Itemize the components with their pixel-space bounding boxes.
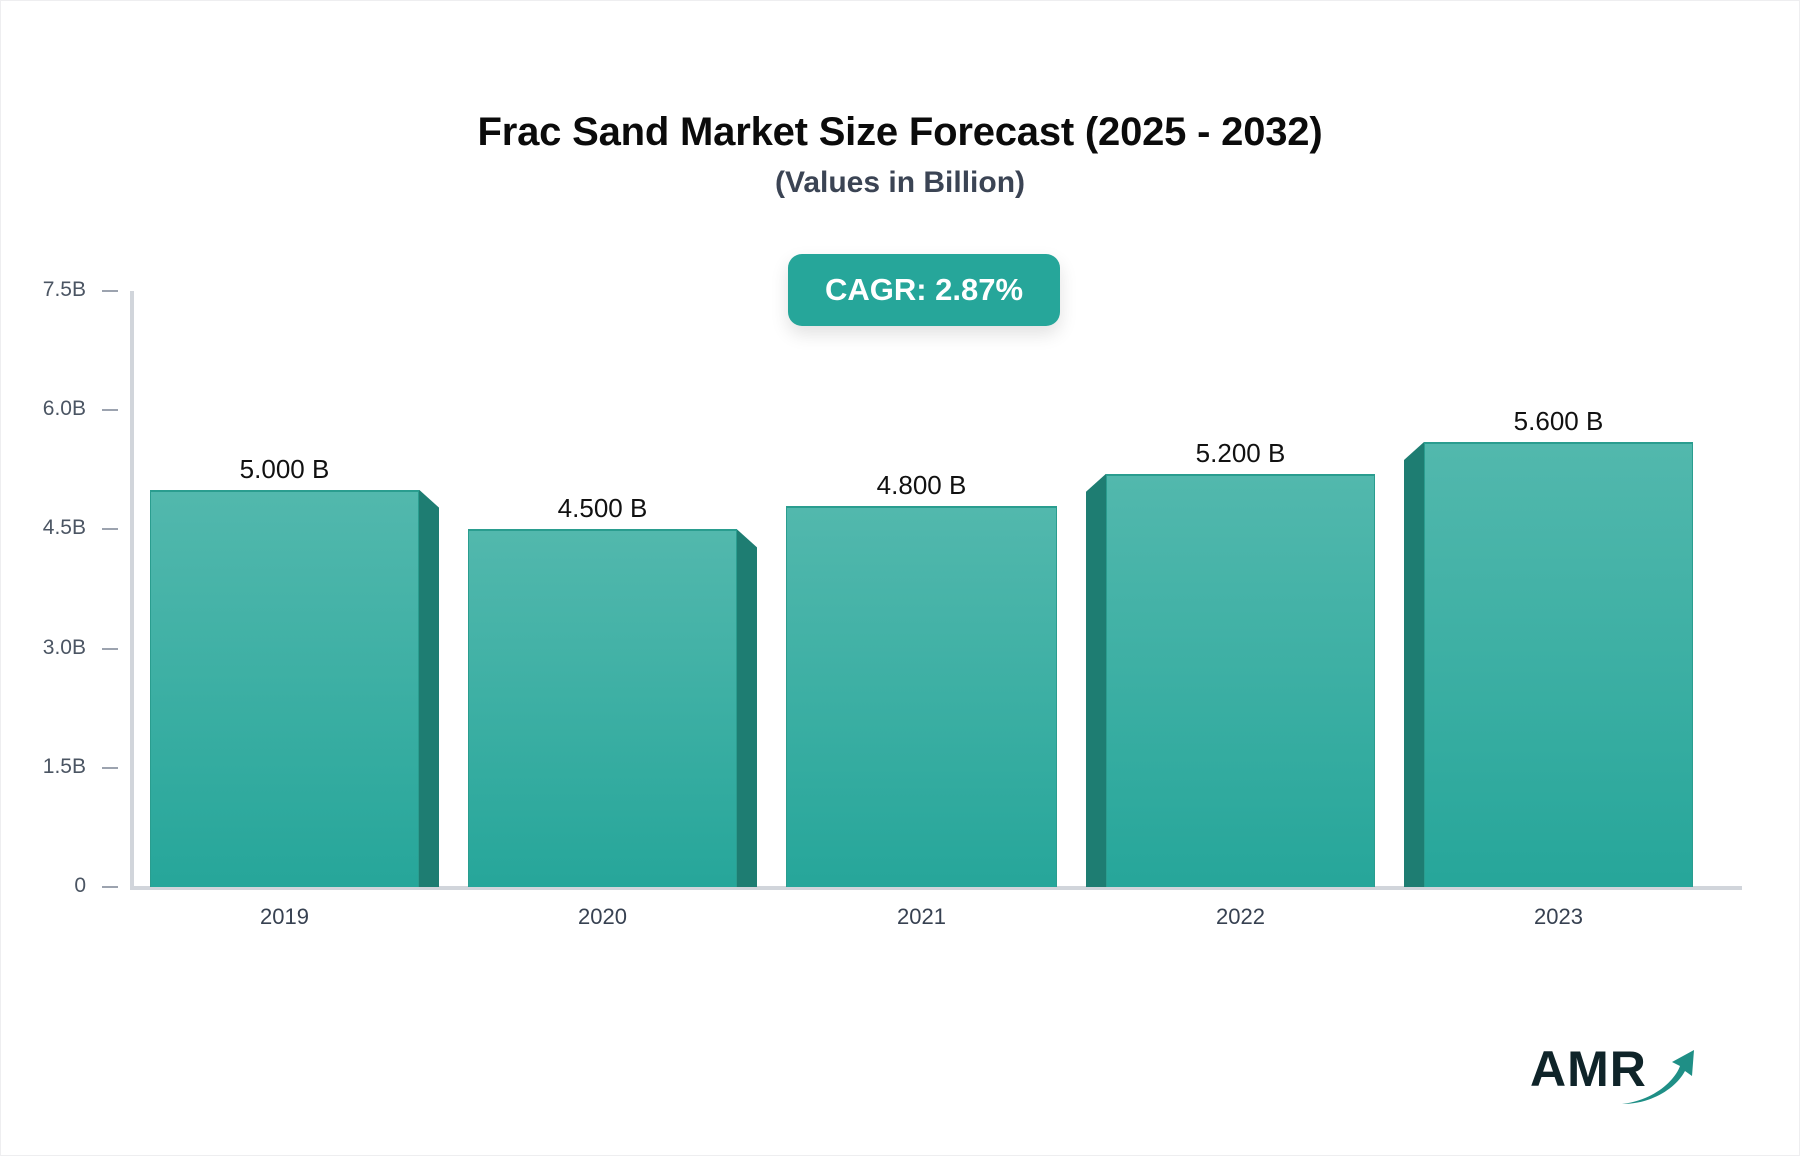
bar-face xyxy=(786,505,1057,887)
y-tick-label: 3.0B xyxy=(42,635,86,659)
logo-text: AMR xyxy=(1530,1041,1647,1097)
bar-value-label: 5.600 B xyxy=(1513,405,1604,436)
bar-value-label: 4.500 B xyxy=(557,493,648,524)
bar-side xyxy=(419,489,439,887)
bar-value-label: 5.000 B xyxy=(239,453,330,484)
x-tick-label: 2022 xyxy=(1216,904,1265,929)
x-tick-label: 2021 xyxy=(897,904,946,929)
bar-2020[interactable] xyxy=(468,529,757,887)
bar-face xyxy=(1106,473,1375,887)
y-tick-label: 4.5B xyxy=(42,516,86,540)
bar-value-label: 4.800 B xyxy=(876,469,967,500)
bar-side xyxy=(1404,441,1424,887)
chart-title: Frac Sand Market Size Forecast (2025 - 2… xyxy=(477,110,1323,154)
y-tick-mark xyxy=(102,647,118,650)
bar-face xyxy=(468,529,737,887)
x-axis-line xyxy=(130,886,1742,890)
y-tick-label: 7.5B xyxy=(42,278,86,301)
x-tick-label: 2020 xyxy=(578,904,627,929)
chart-subtitle: (Values in Billion) xyxy=(774,166,1026,199)
bar-2023[interactable] xyxy=(1404,441,1693,887)
x-tick-label: 2023 xyxy=(1534,904,1583,929)
bar-face xyxy=(150,489,419,887)
bar-2019[interactable] xyxy=(150,489,439,887)
y-tick-label: 0 xyxy=(74,874,86,897)
y-tick-mark xyxy=(102,290,118,292)
cagr-badge: CAGR: 2.87% xyxy=(788,254,1060,326)
bar-side xyxy=(1086,473,1106,887)
bar-side xyxy=(737,529,757,887)
bar-face xyxy=(1424,441,1693,887)
y-tick-mark xyxy=(102,886,118,888)
bar-2021[interactable] xyxy=(786,505,1057,887)
x-tick-label: 2019 xyxy=(260,904,309,929)
y-axis-line xyxy=(130,291,134,890)
y-tick-mark xyxy=(102,528,118,531)
trend-arrow-icon xyxy=(1622,1050,1694,1104)
amr-logo: AMR xyxy=(1530,1040,1700,1104)
bar-2022[interactable] xyxy=(1086,473,1375,887)
y-tick-label: 1.5B xyxy=(42,754,86,778)
y-tick-mark xyxy=(102,766,118,769)
bar-value-label: 5.200 B xyxy=(1195,437,1286,468)
y-tick-mark xyxy=(102,409,118,412)
y-tick-label: 6.0B xyxy=(42,397,86,421)
